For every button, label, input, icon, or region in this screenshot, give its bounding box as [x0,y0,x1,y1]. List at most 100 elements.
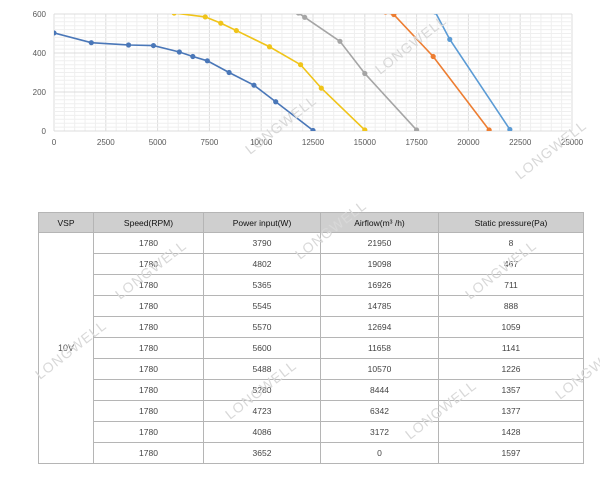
data-point [362,70,368,77]
power-cell: 5280 [203,379,321,401]
speed-cell: 1780 [93,421,204,443]
series-5 [433,14,513,131]
table-row: 1780 5365 16926 711 [39,274,584,296]
data-point [266,44,273,50]
x-tick-label: 20000 [457,138,480,147]
speed-cell: 1780 [93,232,204,254]
series-1 [54,30,316,131]
speed-cell: 1780 [93,316,204,338]
x-tick-label: 10000 [250,138,273,147]
data-point [296,14,301,16]
table-row: 1780 3652 0 1597 [39,442,584,464]
table-row: 1780 4086 3172 1428 [39,421,584,443]
power-cell: 5488 [203,358,321,380]
y-tick-label: 600 [33,10,47,19]
series-line [298,14,418,131]
table-row: 10V 1780 3790 21950 8 [38,232,584,464]
power-cell: 4086 [203,421,321,443]
static-pressure-cell: 711 [438,274,584,296]
header-static-pressure: Static pressure(Pa) [438,212,584,233]
power-cell: 5365 [203,274,321,296]
table-row: 1780 5545 14785 888 [39,295,584,317]
fan-performance-chart: 0 2500 5000 7500 10000 12500 15000 17500 20000 22… [33,10,584,147]
static-pressure-cell: 467 [438,253,584,275]
power-cell: 5545 [203,295,321,317]
power-cell: 4802 [203,253,321,275]
speed-cell: 1780 [93,274,204,296]
data-point [447,36,453,42]
data-point [233,27,239,34]
x-tick-label: 22500 [509,138,532,147]
speed-cell: 1780 [93,253,204,275]
data-point [88,40,94,46]
series-4 [383,14,492,131]
data-point [383,14,388,15]
airflow-cell: 3172 [320,421,439,443]
vsp-cell: 10V [38,232,94,464]
static-pressure-cell: 1597 [438,442,584,464]
airflow-cell: 8444 [320,379,439,401]
y-tick-label: 0 [42,127,47,136]
static-pressure-cell: 888 [438,295,584,317]
static-pressure-cell: 1226 [438,358,584,380]
x-tick-label: 7500 [201,138,219,147]
table-row: 1780 5280 8444 1357 [39,379,584,401]
data-point [391,14,397,18]
header-speed: Speed(RPM) [93,212,204,233]
data-point [273,99,279,105]
data-point [190,53,196,60]
data-point [150,42,157,49]
series-2 [171,14,368,131]
x-tick-label: 15000 [354,138,377,147]
power-cell: 3652 [203,442,321,464]
data-point [337,38,343,44]
header-airflow: Airflow(m³ /h) [320,212,439,233]
airflow-cell: 0 [320,442,439,464]
table-row: 1780 4802 19098 467 [39,253,584,275]
data-point [362,127,368,131]
data-point [176,49,182,55]
x-tick-label: 5000 [149,138,167,147]
grid [53,13,573,132]
data-point [125,42,132,48]
data-point [433,14,437,15]
data-point [171,14,177,16]
data-point [54,30,57,36]
data-point [318,85,324,91]
performance-table: VSP Speed(RPM) Power input(W) Airflow(m³… [38,212,584,464]
data-point [310,127,316,131]
power-cell: 5600 [203,337,321,359]
table-row: 1780 5570 12694 1059 [39,316,584,338]
data-point [204,58,210,64]
static-pressure-cell: 8 [438,232,584,254]
speed-cell: 1780 [93,400,204,422]
airflow-cell: 19098 [320,253,439,275]
series-line [389,14,490,131]
table-row: 1780 4723 6342 1377 [39,400,584,422]
header-vsp: VSP [38,212,94,233]
x-tick-label: 0 [52,138,57,147]
x-tick-label: 12500 [302,138,325,147]
header-power: Power input(W) [203,212,321,233]
data-point [251,82,257,88]
data-point [507,126,513,131]
data-point [302,14,308,20]
x-tick-label: 2500 [97,138,115,147]
data-point [486,127,492,131]
static-pressure-cell: 1357 [438,379,584,401]
airflow-cell: 21950 [320,232,439,254]
data-point [218,20,224,26]
airflow-cell: 10570 [320,358,439,380]
x-tick-label: 25000 [561,138,584,147]
y-tick-label: 400 [33,49,47,58]
table-header-row: VSP Speed(RPM) Power input(W) Airflow(m³… [38,212,584,233]
data-point [202,14,208,20]
airflow-cell: 6342 [320,400,439,422]
plot-area [54,14,513,131]
speed-cell: 1780 [93,295,204,317]
static-pressure-cell: 1428 [438,421,584,443]
airflow-cell: 11658 [320,337,439,359]
table-row: 1780 5600 11658 1141 [39,337,584,359]
series-3 [296,14,420,131]
static-pressure-cell: 1377 [438,400,584,422]
